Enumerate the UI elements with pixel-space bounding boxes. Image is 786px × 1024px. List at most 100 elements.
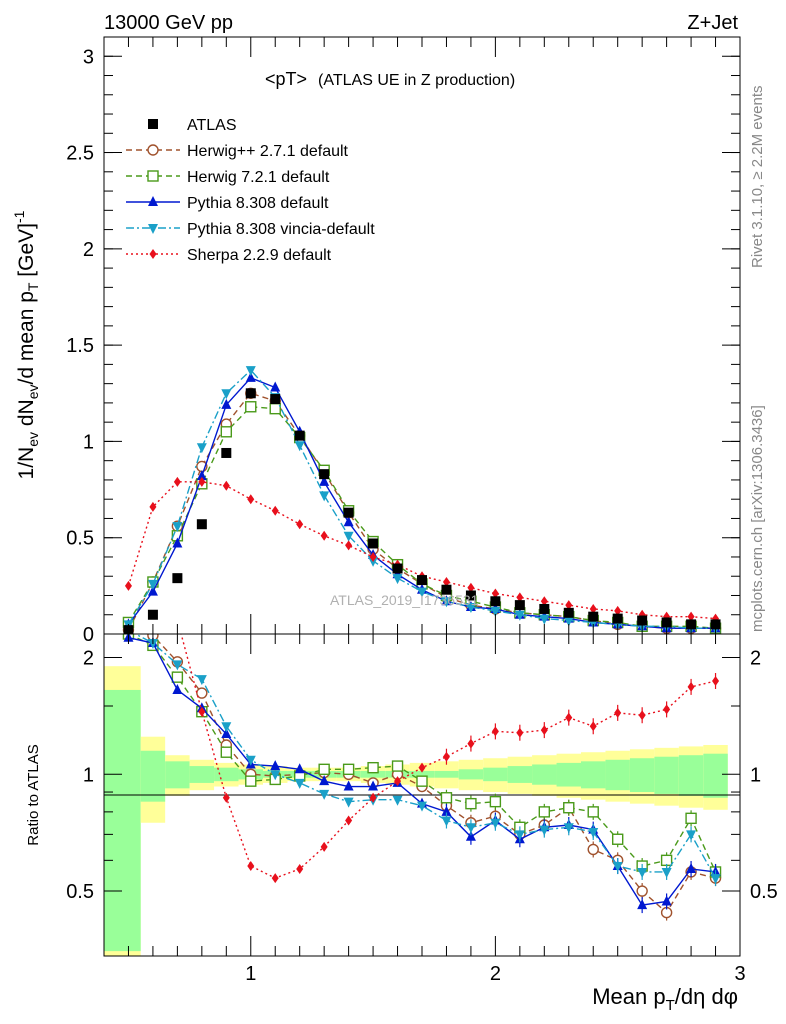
- data-point-atlas: [343, 507, 354, 518]
- ratio-point-pythia-8-308-vincia-default: [710, 874, 721, 885]
- point-sherpa-2-2-9-default: [222, 480, 230, 491]
- ratio-point-herwig-7-2-1-default: [367, 761, 379, 774]
- point-pythia-8-308-vincia-default: [514, 610, 525, 621]
- stat-band-bin: [678, 755, 704, 796]
- ratio-point-herwig-7-2-1-default: [440, 792, 453, 804]
- stat-band-bin: [556, 762, 581, 787]
- data-point-atlas: [294, 430, 305, 441]
- ratio-point-pythia-8-308-vincia-default: [588, 827, 599, 838]
- ratio-point-herwig-7-2-1-default: [587, 806, 599, 818]
- ratio-point-sherpa-2-2-9-default: [516, 727, 524, 738]
- point-pythia-8-308-vincia-default: [221, 389, 232, 400]
- point-pythia-8-308-vincia-default: [417, 587, 427, 598]
- ratio-point-pythia-8-308-vincia-default: [221, 722, 232, 733]
- stat-band-bin: [140, 750, 166, 802]
- ratio-plot-panel: 0.5 0.5 1 1 2 2 1 2 3: [66, 633, 778, 985]
- ratio-point-pythia-8-308-default: [294, 763, 305, 774]
- ratio-point-sherpa-2-2-9-default: [296, 863, 304, 874]
- point-sherpa-2-2-9-default: [247, 494, 255, 505]
- legend-label: Pythia 8.308 default: [187, 195, 329, 212]
- ratio-y-tick-label-right: 1: [750, 764, 761, 786]
- ratio-point-herwig-2-7-1-default: [587, 843, 599, 856]
- ratio-point-pythia-8-308-default: [686, 862, 697, 873]
- point-sherpa-2-2-9-default: [173, 476, 181, 487]
- stat-band-bin: [507, 766, 533, 783]
- legend-marker: [148, 119, 158, 129]
- point-sherpa-2-2-9-default: [345, 540, 353, 551]
- ratio-point-pythia-8-308-vincia-default: [270, 770, 281, 781]
- data-point-atlas: [637, 615, 648, 626]
- point-pythia-8-308-default: [343, 516, 354, 527]
- ratio-point-herwig-2-7-1-default: [636, 885, 648, 897]
- ratio-point-pythia-8-308-vincia-default: [441, 816, 452, 827]
- point-pythia-8-308-vincia-default: [172, 522, 183, 533]
- stat-band-bin: [189, 766, 215, 783]
- ratio-point-pythia-8-308-vincia-default: [245, 755, 256, 766]
- stat-band-bin: [654, 756, 679, 794]
- legend-entry-pythia-8-308-vincia-default: Pythia 8.308 vincia-default: [126, 221, 375, 238]
- point-pythia-8-308-default: [147, 585, 158, 596]
- legend-marker: [148, 196, 158, 206]
- ratio-point-pythia-8-308-default: [368, 780, 379, 791]
- point-sherpa-2-2-9-default: [516, 592, 524, 603]
- data-point-atlas: [661, 617, 672, 628]
- point-sherpa-2-2-9-default: [320, 530, 328, 541]
- point-pythia-8-308-vincia-default: [490, 606, 501, 617]
- ratio-point-sherpa-2-2-9-default: [320, 841, 328, 852]
- point-sherpa-2-2-9-default: [687, 611, 695, 622]
- ratio-point-sherpa-2-2-9-default: [247, 861, 255, 872]
- ratio-point-pythia-8-308-vincia-default: [417, 801, 427, 812]
- ratio-point-pythia-8-308-default: [270, 760, 281, 771]
- data-point-atlas: [465, 590, 476, 601]
- ratio-point-pythia-8-308-default: [221, 728, 232, 739]
- data-point-atlas: [270, 394, 281, 405]
- ratio-y-tick-label: 0.5: [66, 881, 94, 903]
- stat-band-bin: [104, 689, 141, 952]
- ratio-point-pythia-8-308-default: [465, 830, 476, 841]
- data-point-atlas: [147, 609, 158, 620]
- chart-title: <pT> (ATLAS UE in Z production): [265, 69, 515, 89]
- legend-label: Herwig 7.2.1 default: [187, 169, 330, 186]
- data-point-atlas: [514, 600, 525, 611]
- point-pythia-8-308-default: [221, 398, 232, 409]
- ratio-point-sherpa-2-2-9-default: [491, 726, 499, 737]
- stat-band-bin: [605, 759, 630, 791]
- point-pythia-8-308-vincia-default: [539, 614, 550, 625]
- point-sherpa-2-2-9-default: [565, 600, 573, 611]
- point-sherpa-2-2-9-default: [442, 577, 450, 588]
- ratio-point-pythia-8-308-default: [319, 775, 330, 786]
- header-left: 13000 GeV pp: [104, 12, 233, 34]
- ratio-point-sherpa-2-2-9-default: [369, 792, 377, 803]
- legend-marker: [148, 224, 158, 234]
- legend-marker: [149, 249, 157, 259]
- ratio-point-sherpa-2-2-9-default: [442, 751, 450, 762]
- x-tick-label: 3: [734, 963, 745, 985]
- ratio-point-sherpa-2-2-9-default: [565, 712, 573, 723]
- stat-band-bin: [434, 770, 459, 778]
- point-sherpa-2-2-9-default: [467, 582, 475, 593]
- legend-label: Sherpa 2.2.9 default: [187, 247, 332, 264]
- ratio-point-sherpa-2-2-9-default: [198, 706, 206, 717]
- ratio-point-pythia-8-308-default: [343, 780, 354, 791]
- ratio-point-pythia-8-308-default: [661, 895, 672, 906]
- point-pythia-8-308-vincia-default: [465, 603, 476, 614]
- ratio-point-pythia-8-308-default: [172, 683, 183, 694]
- data-point-atlas: [196, 519, 207, 530]
- ratio-point-sherpa-2-2-9-default: [394, 776, 402, 787]
- data-point-atlas: [392, 563, 403, 574]
- point-sherpa-2-2-9-default: [271, 505, 279, 516]
- ratio-point-herwig-7-2-1-default: [660, 854, 673, 867]
- ratio-y-tick-label-right: 2: [750, 648, 761, 670]
- ratio-point-sherpa-2-2-9-default: [467, 738, 475, 749]
- point-pythia-8-308-vincia-default: [319, 491, 330, 502]
- legend-entry-atlas: ATLAS: [148, 117, 237, 134]
- ratio-point-herwig-7-2-1-default: [465, 797, 477, 810]
- legend-entry-pythia-8-308-default: Pythia 8.308 default: [126, 195, 329, 212]
- ratio-point-pythia-8-308-vincia-default: [465, 823, 476, 834]
- point-sherpa-2-2-9-default: [369, 551, 377, 562]
- y-tick-label: 2: [83, 239, 94, 261]
- point-sherpa-2-2-9-default: [540, 596, 548, 607]
- legend-marker: [147, 170, 159, 182]
- point-pythia-8-308-default: [270, 381, 281, 392]
